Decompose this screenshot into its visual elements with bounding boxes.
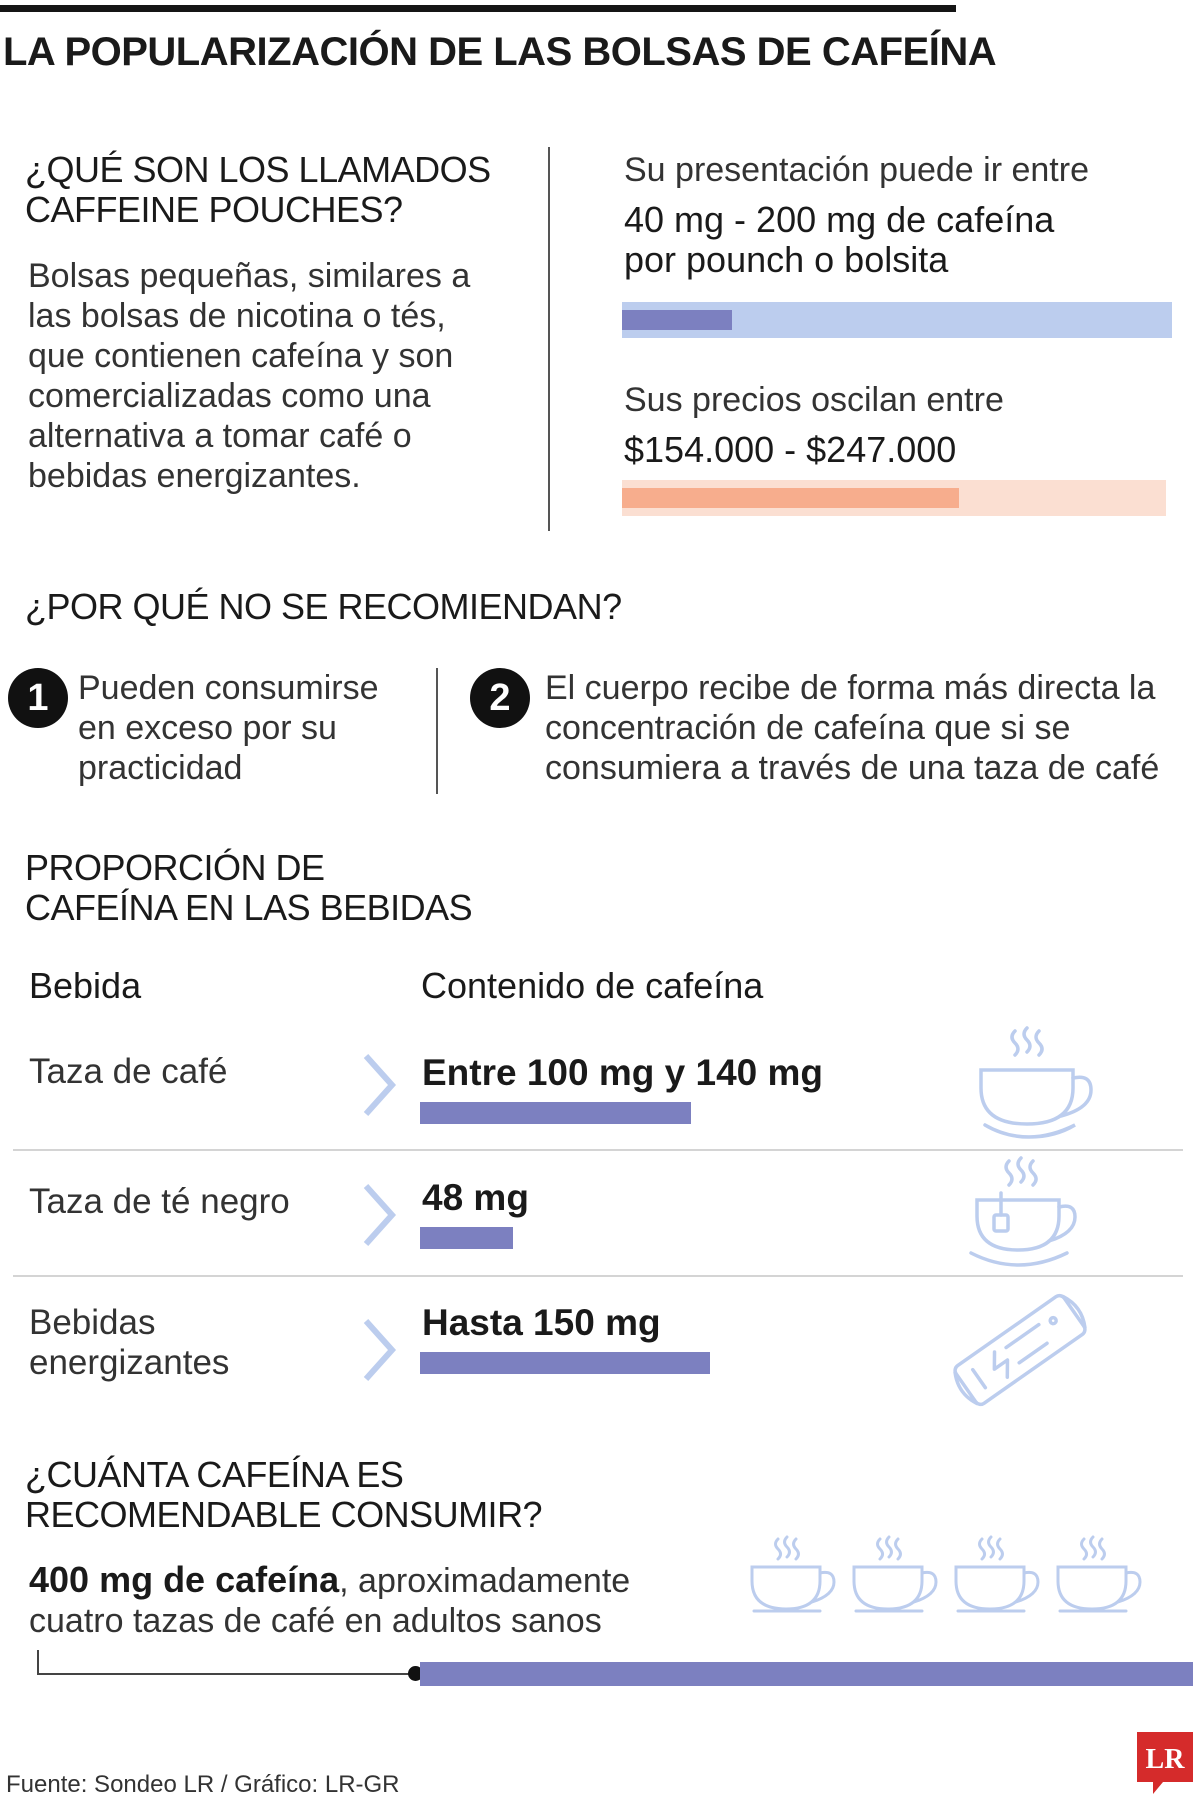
page-title: LA POPULARIZACIÓN DE LAS BOLSAS DE CAFEÍ… xyxy=(3,30,997,74)
top-divider xyxy=(548,147,550,531)
column-header-drink: Bebida xyxy=(29,965,142,1006)
proportion-heading-line-1: PROPORCIÓN DE xyxy=(25,847,325,888)
chevron-right-icon xyxy=(360,1315,400,1385)
timeline-dot xyxy=(408,1666,423,1681)
presentation-value-line-1: 40 mg - 200 mg de cafeína xyxy=(624,199,1055,240)
recommended-heading-line-2: RECOMENDABLE CONSUMIR? xyxy=(25,1494,543,1535)
recommended-bar xyxy=(420,1662,1193,1686)
reason-line: consumiera a través de una taza de café xyxy=(545,749,1160,787)
reasons-divider xyxy=(436,668,438,794)
recommended-heading-line-1: ¿CUÁNTA CAFEÍNA ES xyxy=(25,1454,404,1495)
coffee-cup-icon xyxy=(1054,1535,1144,1630)
recommended-text: 400 mg de cafeína, aproximadamente cuatr… xyxy=(29,1560,630,1641)
reason-line: practicidad xyxy=(78,749,243,787)
row-divider xyxy=(13,1275,1183,1277)
logo-text: LR xyxy=(1146,1744,1186,1775)
proportion-heading-line-2: CAFEÍNA EN LAS BEBIDAS xyxy=(25,887,473,928)
proportion-heading: PROPORCIÓN DE CAFEÍNA EN LAS BEBIDAS xyxy=(25,847,473,928)
reason-2-number: 2 xyxy=(470,668,530,728)
recommended-rest: , aproximadamente xyxy=(339,1562,631,1600)
timeline-start-tick xyxy=(37,1650,39,1674)
presentation-intro: Su presentación puede ir entre xyxy=(624,151,1089,189)
reason-1-number: 1 xyxy=(8,668,68,728)
drink-label-line: Bebidas xyxy=(29,1303,156,1342)
caffeine-value-coffee: Entre 100 mg y 140 mg xyxy=(422,1052,824,1093)
coffee-cup-icon xyxy=(748,1535,838,1630)
what-heading: ¿QUÉ SON LOS LLAMADOS CAFFEINE POUCHES? xyxy=(25,150,491,230)
chevron-right-icon xyxy=(360,1050,400,1120)
drink-label-line: energizantes xyxy=(29,1343,230,1382)
drink-label-energy: Bebidas energizantes xyxy=(29,1303,229,1383)
presentation-range-min xyxy=(622,310,732,330)
what-line: que contienen cafeína y son xyxy=(28,337,454,375)
coffee-cup-icon xyxy=(975,1025,1095,1150)
prices-range-min xyxy=(622,488,959,508)
reason-2-text: El cuerpo recibe de forma más directa la… xyxy=(545,668,1159,788)
presentation-value: 40 mg - 200 mg de cafeína por pounch o b… xyxy=(624,200,1054,280)
chevron-right-icon xyxy=(360,1180,400,1250)
reason-line: Pueden consumirse xyxy=(78,669,379,707)
top-rule xyxy=(0,5,956,12)
what-line: alternativa a tomar café o xyxy=(28,417,412,455)
drink-label-line: Taza de café xyxy=(29,1052,228,1091)
timeline-line xyxy=(37,1673,415,1675)
caffeine-value-energy: Hasta 150 mg xyxy=(422,1302,661,1343)
what-line: bebidas energizantes. xyxy=(28,457,361,495)
drink-label-line: Taza de té negro xyxy=(29,1182,290,1221)
what-heading-line-1: ¿QUÉ SON LOS LLAMADOS xyxy=(25,149,491,190)
what-line: comercializadas como una xyxy=(28,377,431,415)
drink-label-coffee: Taza de café xyxy=(29,1052,227,1092)
drink-label-tea: Taza de té negro xyxy=(29,1182,290,1222)
what-line: las bolsas de nicotina o tés, xyxy=(28,297,446,335)
lr-logo: LR xyxy=(1137,1732,1193,1796)
row-divider xyxy=(13,1149,1183,1151)
caffeine-bar-energy xyxy=(420,1352,710,1374)
caffeine-value-tea: 48 mg xyxy=(422,1177,529,1218)
energy-drink-can-icon xyxy=(940,1285,1100,1420)
reason-line: concentración de cafeína que si se xyxy=(545,709,1071,747)
caffeine-bar-coffee xyxy=(420,1102,691,1124)
reason-line: en exceso por su xyxy=(78,709,337,747)
recommended-cups xyxy=(748,1535,1148,1625)
what-description: Bolsas pequeñas, similares a las bolsas … xyxy=(28,256,470,496)
caffeine-bar-tea xyxy=(420,1227,513,1249)
why-heading: ¿POR QUÉ NO SE RECOMIENDAN? xyxy=(25,586,622,627)
coffee-cup-icon xyxy=(850,1535,940,1630)
presentation-value-line-2: por pounch o bolsita xyxy=(624,239,949,280)
source-credit: Fuente: Sondeo LR / Gráfico: LR-GR xyxy=(6,1771,400,1798)
prices-intro: Sus precios oscilan entre xyxy=(624,381,1004,419)
reason-1-text: Pueden consumirse en exceso por su pract… xyxy=(78,668,379,788)
tea-cup-icon xyxy=(965,1155,1085,1280)
prices-range-bar xyxy=(622,480,1166,516)
recommended-line-2: cuatro tazas de café en adultos sanos xyxy=(29,1602,602,1640)
recommended-line-1: 400 mg de cafeína, aproximadamente xyxy=(29,1560,630,1601)
prices-value: $154.000 - $247.000 xyxy=(624,429,957,470)
presentation-range-bar xyxy=(622,302,1172,338)
column-header-content: Contenido de cafeína xyxy=(421,965,764,1006)
what-heading-line-2: CAFFEINE POUCHES? xyxy=(25,189,403,230)
recommended-heading: ¿CUÁNTA CAFEÍNA ES RECOMENDABLE CONSUMIR… xyxy=(25,1454,543,1535)
what-line: Bolsas pequeñas, similares a xyxy=(28,257,471,295)
reason-line: El cuerpo recibe de forma más directa la xyxy=(545,669,1156,707)
recommended-amount: 400 mg de cafeína xyxy=(29,1559,340,1600)
coffee-cup-icon xyxy=(952,1535,1042,1630)
